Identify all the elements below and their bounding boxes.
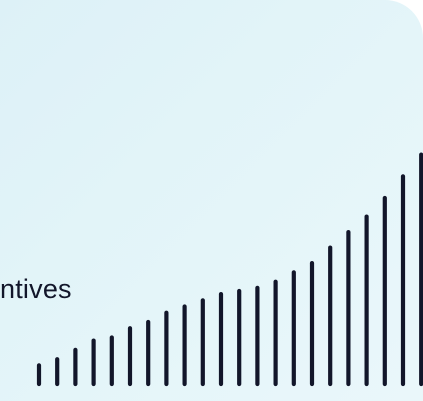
caption-text: ntives — [0, 274, 72, 304]
